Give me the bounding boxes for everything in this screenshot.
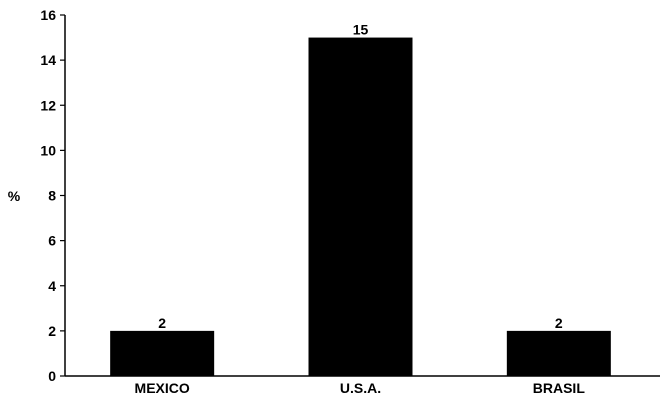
- data-label: 15: [353, 22, 369, 38]
- y-tick-label: 8: [48, 188, 56, 204]
- x-category-label: U.S.A.: [340, 380, 381, 396]
- y-tick-label: 2: [48, 323, 56, 339]
- y-axis-title: %: [8, 188, 21, 204]
- data-label: 2: [158, 315, 166, 331]
- data-label: 2: [555, 315, 563, 331]
- bar-brasil: [506, 330, 611, 376]
- x-category-label: BRASIL: [533, 380, 586, 396]
- x-category-label: MEXICO: [135, 380, 190, 396]
- y-axis-ticks: 0 2 4 6 8 10 12 14 16: [40, 7, 65, 384]
- y-tick-label: 12: [40, 97, 56, 113]
- y-tick-label: 14: [40, 52, 56, 68]
- y-tick-label: 0: [48, 368, 56, 384]
- bar-u-s-a: [308, 37, 413, 376]
- data-labels: 2 15 2: [158, 22, 563, 331]
- y-tick-label: 16: [40, 7, 56, 23]
- y-tick-label: 6: [48, 233, 56, 249]
- y-tick-label: 10: [40, 142, 56, 158]
- bars: [110, 37, 611, 376]
- y-tick-label: 4: [48, 278, 56, 294]
- bar-mexico: [110, 330, 215, 376]
- x-axis-labels: MEXICO U.S.A. BRASIL: [135, 380, 586, 396]
